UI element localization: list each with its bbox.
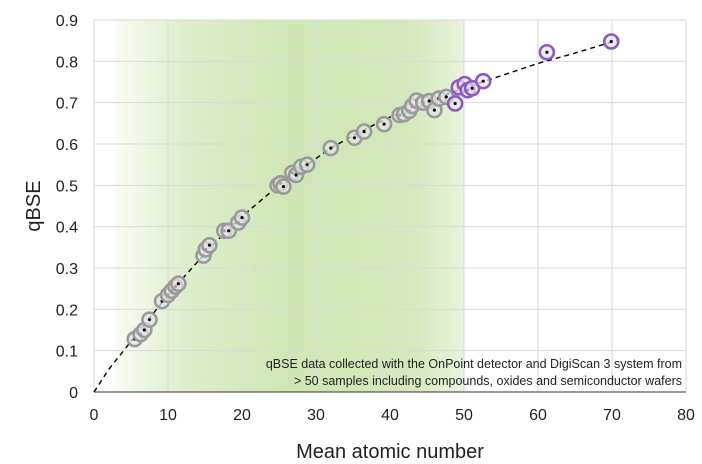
data-point bbox=[602, 33, 620, 50]
x-tick-label: 30 bbox=[307, 407, 325, 424]
tick-labels: 0 10 20 30 40 50 60 70 80 0 0.1 0.2 0.3 0.4 0.5 0.6 0.7 0… bbox=[56, 13, 695, 424]
data-point-dot bbox=[240, 215, 244, 220]
data-point-dot bbox=[444, 95, 448, 99]
y-tick-label: 0.9 bbox=[56, 13, 78, 30]
y-tick-label: 0.4 bbox=[56, 220, 78, 237]
y-tick-label: 0.8 bbox=[56, 54, 78, 71]
x-tick-label: 60 bbox=[529, 407, 547, 424]
data-point-dot bbox=[545, 50, 549, 54]
annotation-box: qBSE data collected with the OnPoint det… bbox=[266, 357, 682, 388]
data-point bbox=[233, 209, 251, 226]
x-tick-label: 10 bbox=[159, 407, 177, 424]
data-point bbox=[538, 43, 556, 61]
data-point bbox=[141, 311, 158, 328]
data-point-dot bbox=[427, 99, 431, 103]
data-point-dot bbox=[362, 130, 366, 134]
data-point-dot bbox=[142, 328, 146, 332]
x-axis-title: Mean atomic number bbox=[296, 441, 484, 463]
y-axis-title: qBSE bbox=[23, 180, 45, 231]
y-tick-label: 0.3 bbox=[56, 261, 78, 278]
data-point-dot bbox=[481, 79, 485, 83]
y-tick-label: 0.1 bbox=[56, 344, 78, 361]
data-point bbox=[170, 275, 187, 293]
data-point-dot bbox=[329, 146, 333, 150]
data-point-dot bbox=[227, 229, 231, 233]
y-tick-label: 0.7 bbox=[56, 96, 78, 113]
data-point-dot bbox=[352, 136, 357, 140]
data-point-dot bbox=[432, 108, 436, 112]
data-point bbox=[298, 156, 316, 173]
y-tick-label: 0.6 bbox=[56, 137, 78, 154]
data-point bbox=[355, 123, 373, 140]
data-point-dot bbox=[281, 184, 286, 189]
x-tick-label: 70 bbox=[603, 407, 621, 424]
data-point bbox=[275, 178, 292, 195]
data-points bbox=[126, 33, 620, 348]
data-point bbox=[322, 139, 340, 157]
x-tick-label: 50 bbox=[455, 407, 473, 424]
x-tick-label: 80 bbox=[677, 407, 695, 424]
data-point-dot bbox=[305, 163, 309, 167]
x-tick-label: 40 bbox=[381, 407, 399, 424]
data-point-dot bbox=[453, 101, 457, 106]
x-tick-label: 0 bbox=[90, 407, 99, 424]
annotation-line-1: qBSE data collected with the OnPoint det… bbox=[266, 357, 682, 371]
annotation-line-2: > 50 samples including compounds, oxides… bbox=[294, 374, 682, 388]
data-point-dot bbox=[382, 122, 386, 126]
data-point bbox=[446, 95, 464, 112]
data-point-dot bbox=[176, 282, 180, 286]
y-tick-label: 0.2 bbox=[56, 302, 78, 319]
data-point-dot bbox=[470, 86, 474, 90]
data-point bbox=[201, 236, 218, 254]
shaded-band bbox=[116, 20, 464, 392]
x-tick-label: 20 bbox=[233, 407, 251, 424]
data-point-dot bbox=[147, 318, 152, 322]
data-point-dot bbox=[294, 173, 298, 177]
data-point-dot bbox=[609, 39, 613, 44]
y-tick-label: 0 bbox=[69, 385, 78, 402]
data-point bbox=[474, 72, 492, 90]
data-point-dot bbox=[207, 243, 212, 247]
y-tick-label: 0.5 bbox=[56, 178, 78, 195]
shaded-region bbox=[116, 20, 464, 392]
data-point bbox=[375, 115, 393, 133]
